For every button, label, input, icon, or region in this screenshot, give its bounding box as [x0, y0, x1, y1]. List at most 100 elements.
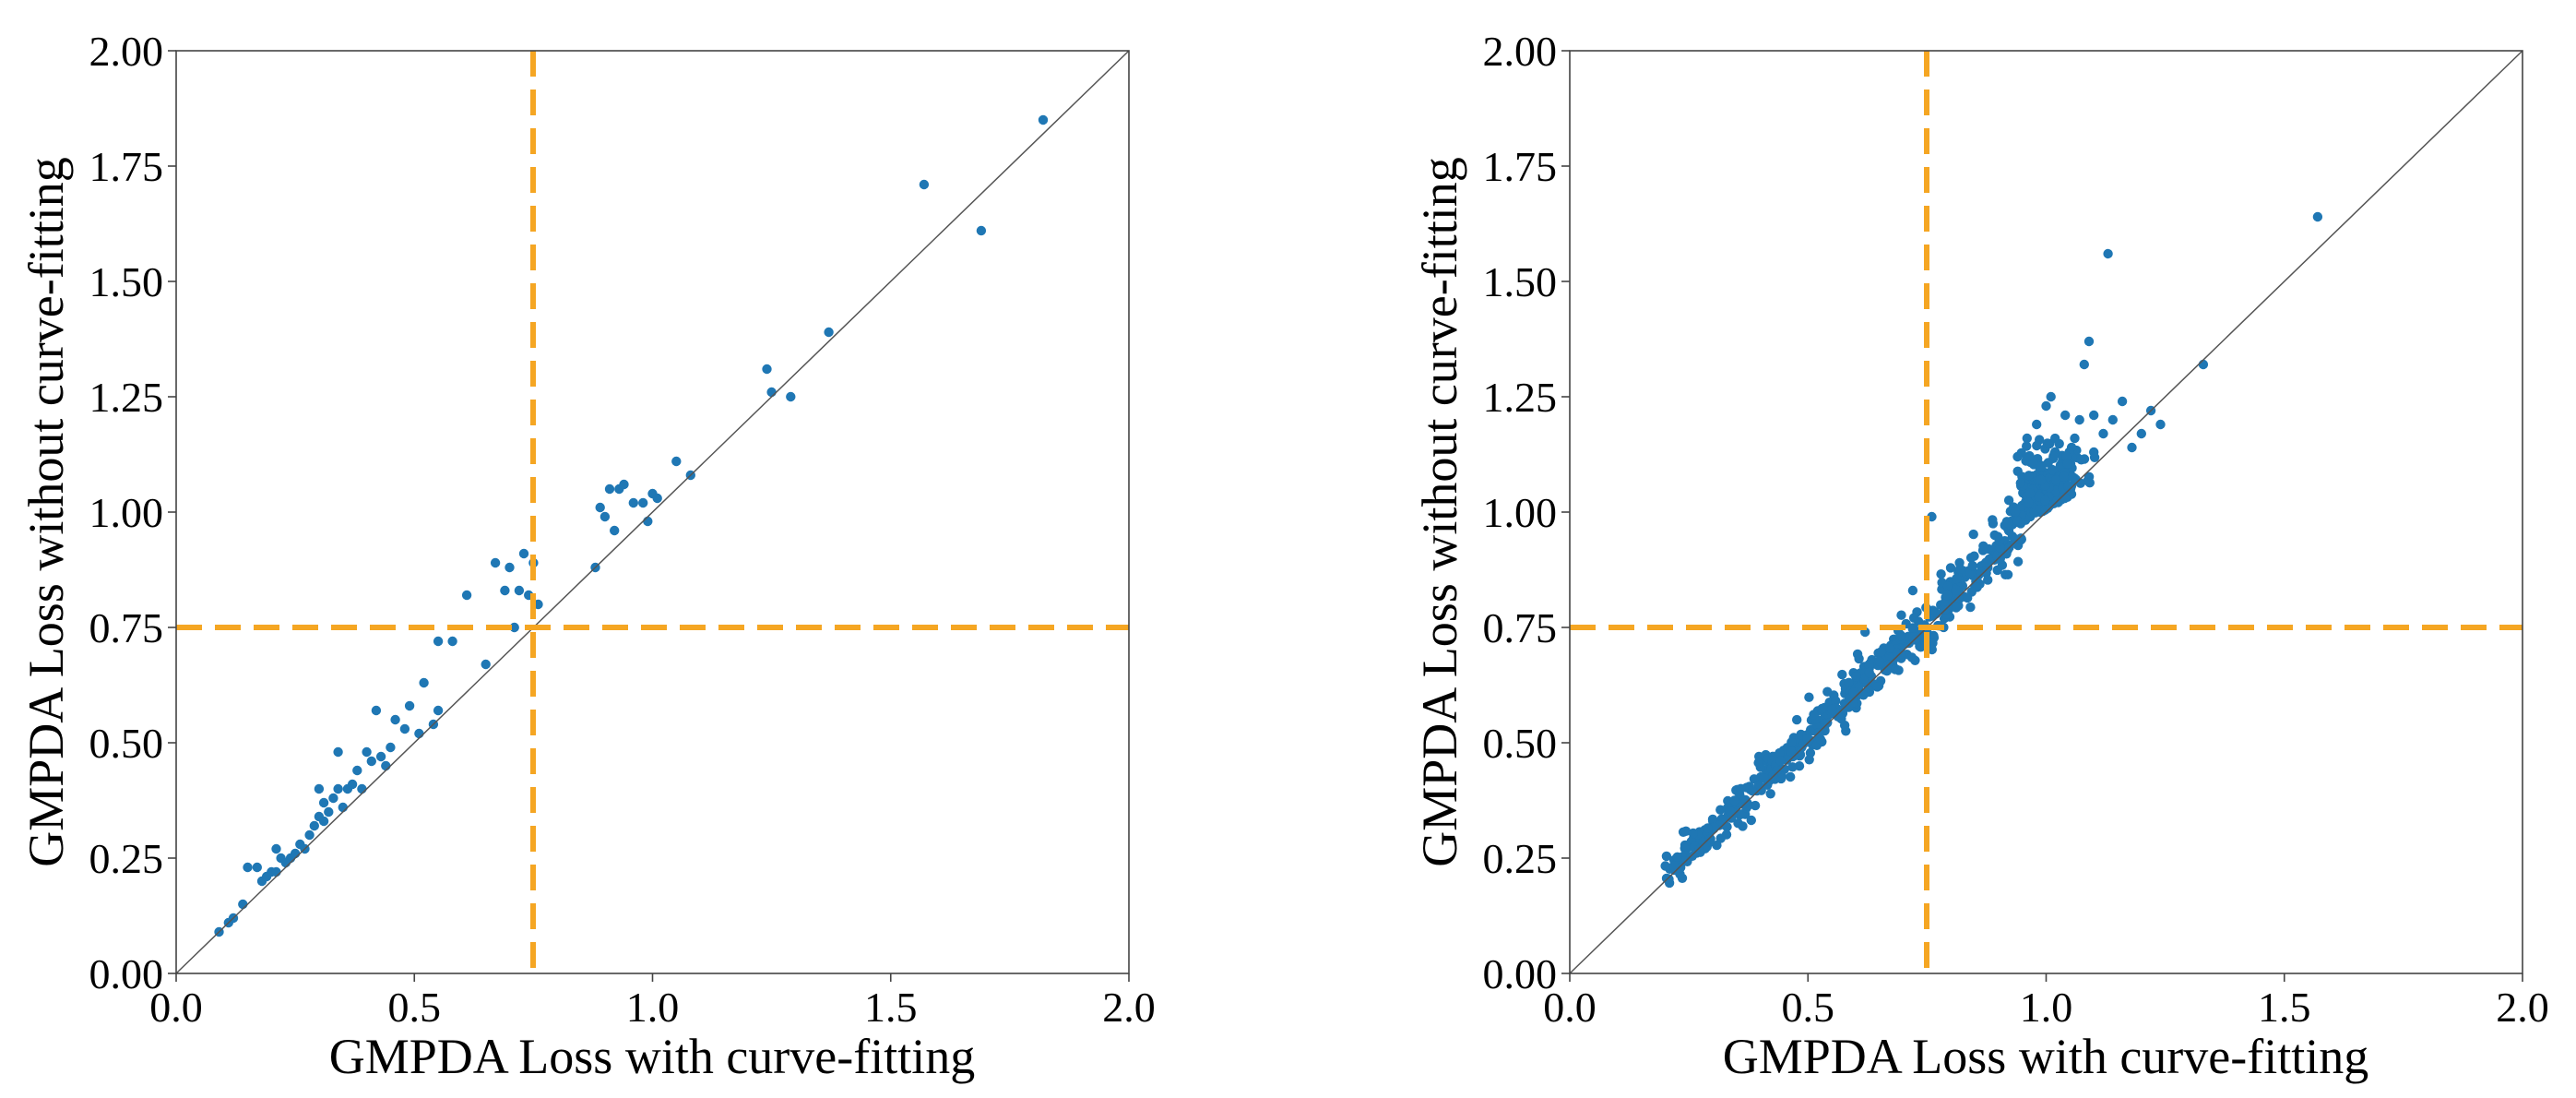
panel-right-point: [1907, 623, 1918, 633]
panel-right-point: [2155, 419, 2166, 430]
panel-left-ytick-label: 1.00: [89, 489, 164, 536]
panel-left-ytick-label: 1.75: [89, 143, 164, 190]
panel-left-point: [824, 327, 834, 338]
panel-right-point: [1895, 630, 1905, 641]
panel-left-point: [304, 829, 315, 841]
panel-right-point: [1852, 649, 1863, 660]
panel-right-point: [1896, 610, 1906, 620]
panel-right-point: [1765, 789, 1775, 799]
panel-right-ytick-label: 1.00: [1483, 489, 1558, 536]
panel-right-ytick-label: 1.50: [1483, 258, 1558, 305]
panel-left-xticks: 0.0 0.5 1.0 1.5 2.0: [149, 973, 1156, 1031]
panel-right-point: [1864, 660, 1874, 670]
panel-left-xtick-label: 1.5: [864, 984, 918, 1031]
panel-left-point: [271, 843, 281, 854]
panel-right-point: [1688, 828, 1699, 839]
panel-left-point: [481, 659, 491, 670]
panel-right-point: [1907, 585, 1918, 596]
panel-left-point: [333, 746, 343, 758]
panel-left-point: [271, 866, 281, 877]
panel-right-point: [1927, 644, 1937, 655]
panel-right-point: [1945, 563, 1956, 573]
panel-left-yticks: 0.00 0.25 0.50 0.75 1.00 1.25 1.50 1.75 2.00: [89, 28, 176, 997]
panel-right-point: [2060, 410, 2071, 421]
panel-left-point: [595, 502, 605, 513]
panel-right-point: [1851, 672, 1861, 682]
panel-left-points: [214, 114, 1049, 937]
panel-left-point: [366, 756, 376, 767]
panel-right-point: [1775, 756, 1786, 766]
panel-right-point: [1836, 713, 1846, 724]
panel-right-point: [1759, 773, 1769, 783]
panel-right-point: [2022, 441, 2032, 451]
panel-left-point: [505, 562, 515, 573]
panel-left-xtick-label: 1.0: [626, 984, 680, 1031]
panel-right-point: [1913, 616, 1924, 627]
panel-right-yticks: 0.00 0.25 0.50 0.75 1.00 1.25 1.50 1.75 2.00: [1483, 28, 1570, 997]
panel-right-point: [1786, 746, 1797, 757]
panel-right-point: [1750, 800, 1761, 811]
panel-right-point: [2074, 414, 2084, 425]
panel-right-point: [2089, 447, 2099, 458]
panel-right-point: [2046, 391, 2056, 402]
panel-left-point: [328, 793, 338, 804]
panel-left-point: [390, 714, 400, 725]
panel-left-xlabel: GMPDA Loss with curve-fitting: [329, 1029, 975, 1084]
panel-right-point: [1804, 692, 1814, 702]
panel-right-point: [2079, 359, 2089, 370]
panel-right-point: [1942, 581, 1953, 591]
panel-left-point: [419, 677, 429, 688]
panel-right-point: [1910, 635, 1920, 645]
panel-right-point: [2098, 428, 2108, 439]
panel-left-point: [433, 636, 444, 647]
panel-right-xtick-label: 2.0: [2496, 984, 2549, 1031]
panel-right: 0.0 0.5 1.0 1.5 2.0 0.00 0.25 0.50 0.75 1.00 1.25…: [1412, 28, 2549, 1084]
panel-right-point: [1992, 531, 2003, 542]
panel-left-ytick-label: 2.00: [89, 28, 164, 75]
panel-right-point: [1882, 666, 1893, 676]
panel-left: 0.0 0.5 1.0 1.5 2.0 0.00 0.25 0.50 0.75 1.00 1.25…: [18, 28, 1156, 1084]
panel-right-point: [1864, 667, 1874, 678]
panel-right-point: [1978, 541, 1988, 551]
panel-right-point: [2054, 438, 2064, 449]
panel-left-diagonal: [175, 50, 1130, 974]
panel-left-ytick-label: 0.25: [89, 835, 164, 882]
panel-right-ytick-label: 1.25: [1483, 374, 1558, 421]
panel-right-point: [2024, 497, 2034, 507]
panel-right-xtick-label: 0.5: [1782, 984, 1835, 1031]
panel-left-point: [509, 622, 519, 633]
panel-right-ytick-label: 0.25: [1483, 835, 1558, 882]
panel-right-point: [1775, 747, 1785, 758]
panel-right-point: [1965, 602, 1976, 613]
panel-left-point: [347, 779, 358, 790]
panel-right-point: [2084, 478, 2095, 488]
panel-right-point: [1827, 704, 1837, 715]
panel-right-point: [2062, 459, 2072, 469]
panel-right-point: [1804, 755, 1814, 765]
panel-left-point: [290, 848, 301, 859]
panel-right-point: [1844, 677, 1854, 687]
panel-right-point: [1746, 815, 1757, 826]
panel-right-point: [1705, 834, 1715, 844]
panel-right-point: [1951, 585, 1962, 595]
panel-right-point: [2117, 396, 2128, 407]
panel-right-point: [2003, 495, 2014, 506]
panel-right-xtick-label: 0.0: [1543, 984, 1597, 1031]
panel-right-point: [2107, 414, 2118, 425]
panel-left-point: [1038, 114, 1049, 125]
panel-right-point: [2136, 428, 2146, 439]
panel-left-ytick-label: 1.25: [89, 374, 164, 421]
panel-left-point: [338, 802, 348, 813]
panel-left-ylabel: GMPDA Loss without curve-fitting: [18, 157, 74, 866]
panel-right-point: [1952, 573, 1962, 584]
panel-right-ytick-label: 0.50: [1483, 720, 1558, 767]
panel-right-point: [1837, 669, 1847, 680]
panel-left-point: [238, 899, 248, 910]
panel-right-point: [1787, 762, 1798, 772]
panel-left-point: [309, 820, 319, 831]
panel-left-point: [314, 783, 325, 794]
panel-left-point: [628, 497, 638, 508]
panel-right-point: [1729, 795, 1739, 806]
panel-right-point: [2070, 433, 2080, 444]
